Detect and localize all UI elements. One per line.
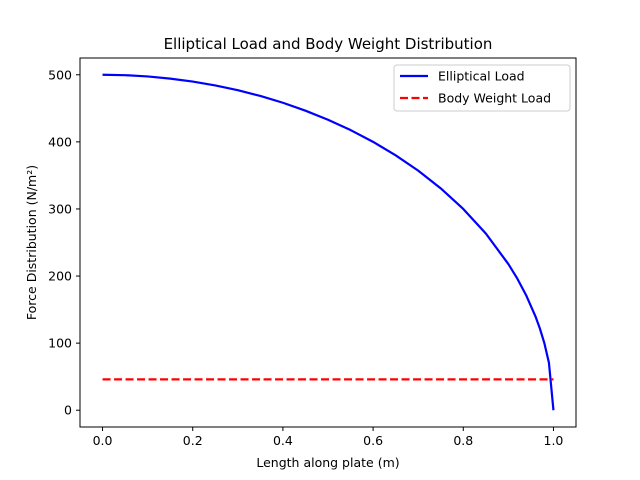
- y-axis-label: Force Distribution (N/m²): [24, 165, 39, 320]
- y-tick-label: 400: [48, 134, 72, 149]
- x-tick-label: 0.8: [453, 433, 473, 448]
- legend-box: [393, 64, 571, 112]
- legend-entry: Elliptical Load: [438, 69, 525, 84]
- y-tick-label: 200: [48, 269, 72, 284]
- series-line-1: [102, 73, 555, 411]
- plot-area: [79, 57, 577, 428]
- plot-series: [102, 73, 555, 411]
- axis-ticks: 0.0 0.2 0.4 0.6 0.8 1.0 0 100 200 300 400 500: [48, 67, 563, 448]
- y-tick-label: 100: [48, 336, 72, 351]
- x-tick-label: 0.2: [183, 433, 203, 448]
- chart-title: Elliptical Load and Body Weight Distribu…: [164, 35, 493, 53]
- y-tick-label: 500: [48, 67, 72, 82]
- x-tick-label: 0.0: [93, 433, 113, 448]
- y-tick-label: 0: [64, 403, 72, 418]
- legend: Elliptical Load Body Weight Load: [393, 64, 571, 112]
- x-tick-label: 0.4: [273, 433, 293, 448]
- x-axis-label: Length along plate (m): [256, 455, 399, 470]
- y-tick-label: 300: [48, 201, 72, 216]
- x-tick-label: 1.0: [544, 433, 564, 448]
- x-tick-label: 0.6: [363, 433, 383, 448]
- legend-entry: Body Weight Load: [438, 91, 551, 106]
